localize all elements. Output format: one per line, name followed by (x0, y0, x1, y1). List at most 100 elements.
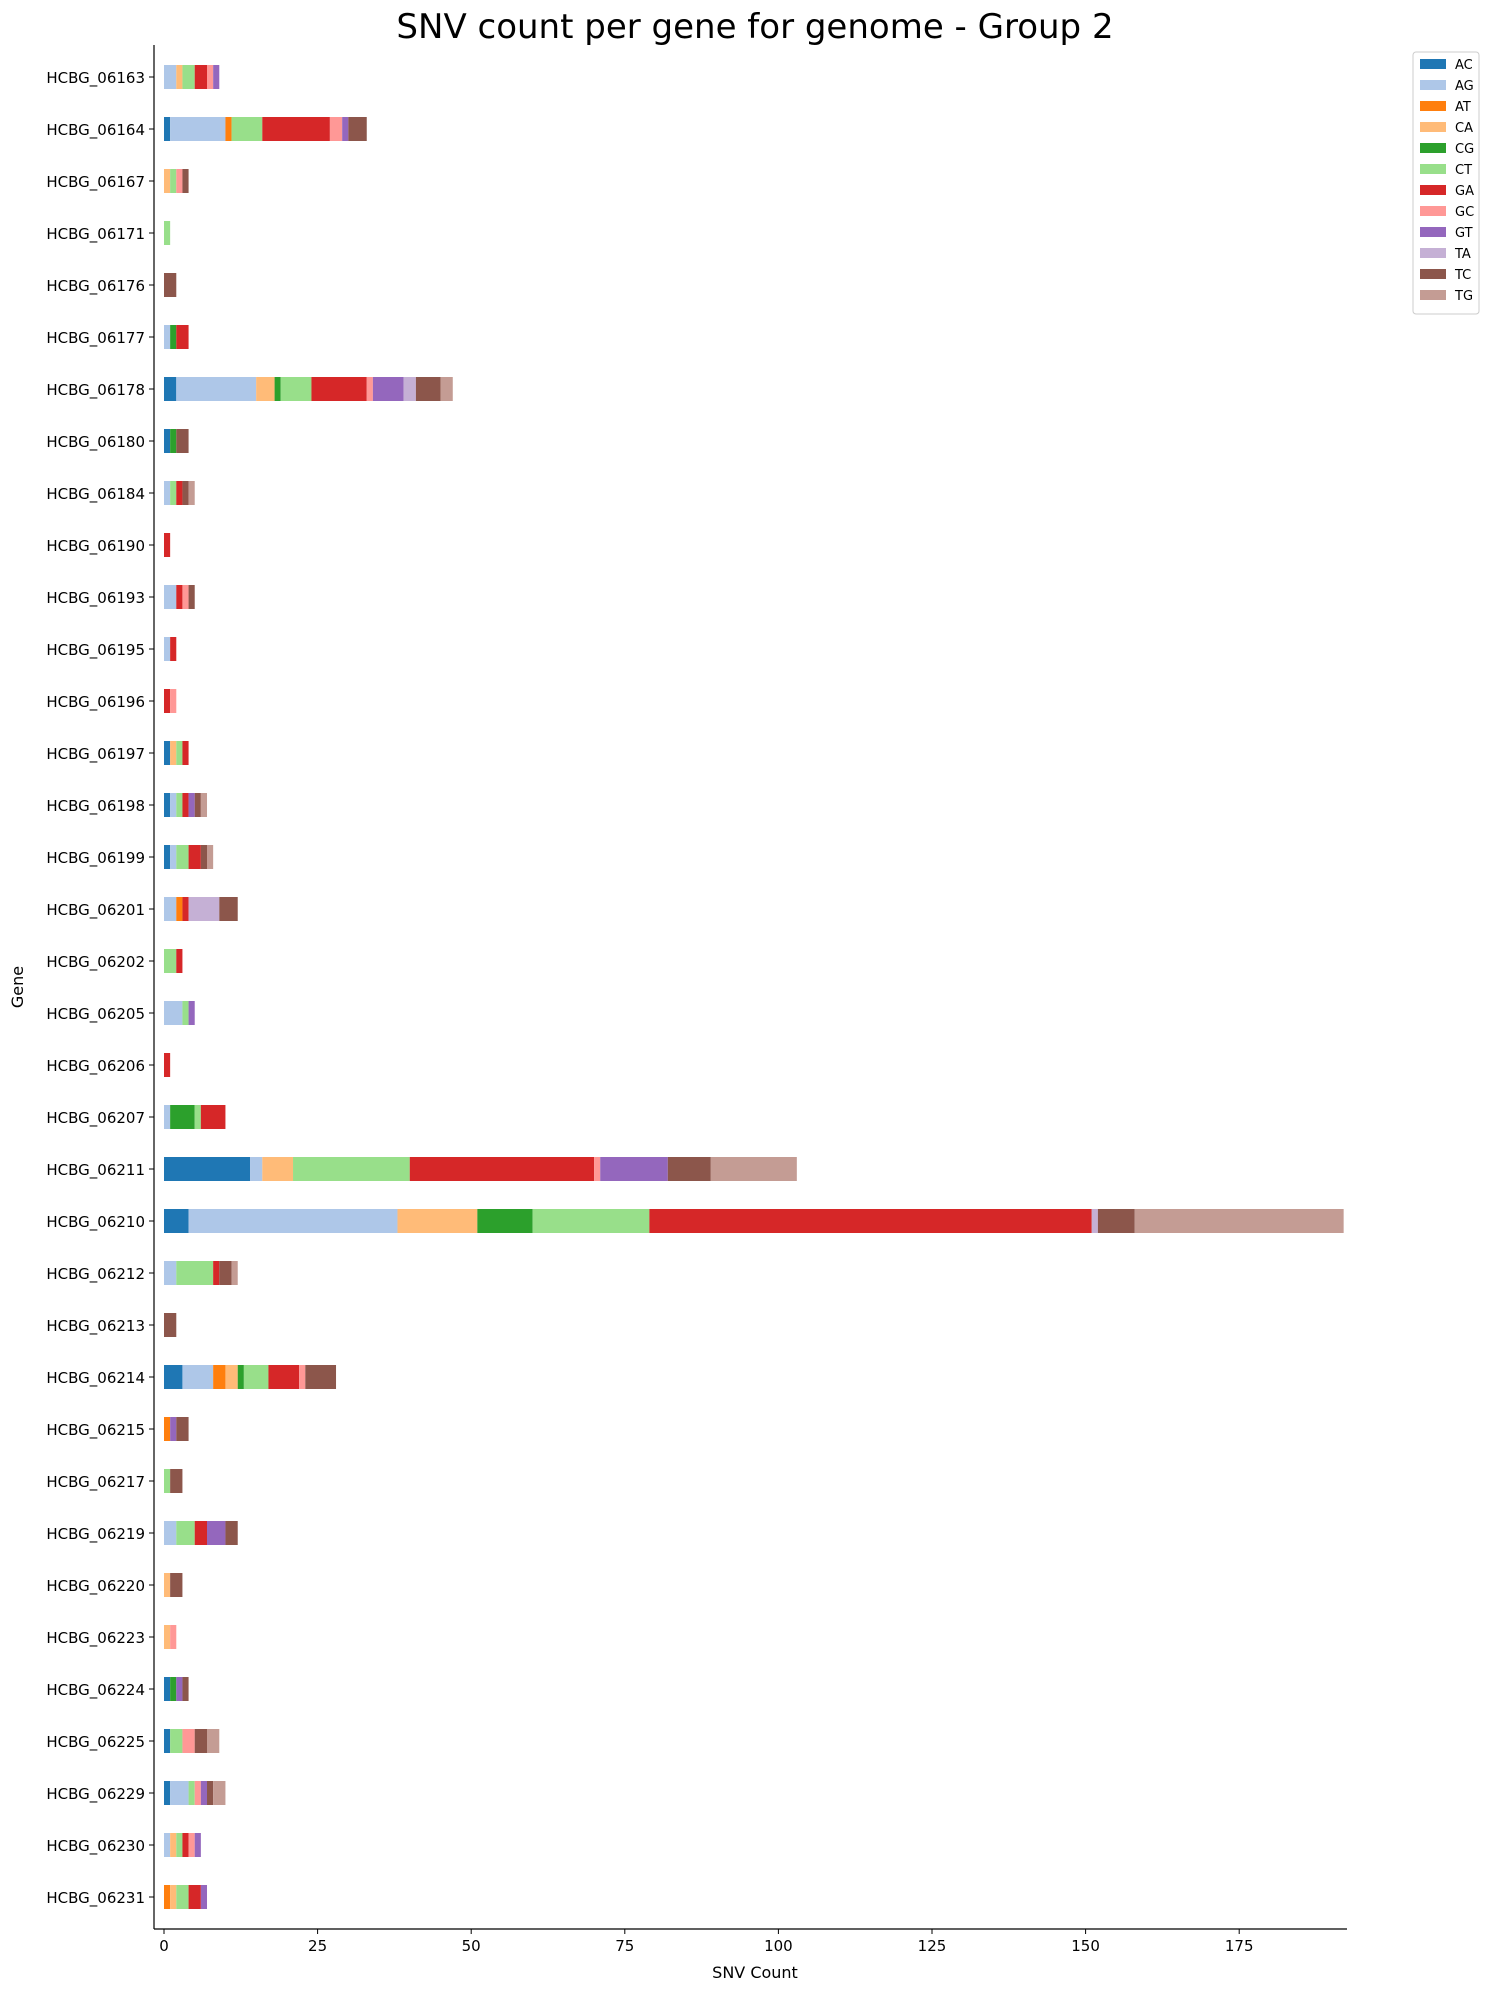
bar-segment-tc (176, 1417, 189, 1441)
bar-stack (164, 429, 189, 453)
bar-stack (164, 1729, 220, 1753)
legend-label-cg: CG (1455, 142, 1474, 157)
bar-segment-gt (170, 1417, 177, 1441)
legend-swatch-tc (1420, 269, 1446, 279)
bar-segment-ga (182, 1833, 189, 1857)
bar-segment-tc (219, 1261, 232, 1285)
y-tick-label: HCBG_06164 (46, 121, 145, 140)
legend-swatch-ag (1420, 80, 1446, 90)
bar-segment-gt (188, 1001, 195, 1025)
y-tick-label: HCBG_06212 (46, 1265, 145, 1284)
bar-segment-gt (372, 377, 404, 401)
y-tick-label: HCBG_06213 (46, 1317, 145, 1336)
bar-segment-ac (164, 793, 171, 817)
y-tick-label: HCBG_06207 (46, 1109, 145, 1128)
bar-segment-ac (164, 1365, 183, 1389)
legend-label-ta: TA (1454, 247, 1471, 262)
legend: AC AG AT CA CG CT GA GC GT TA TC TG (1412, 51, 1480, 315)
bar-segment-ca (225, 1365, 238, 1389)
bar-segment-ga (164, 689, 171, 713)
legend-label-tc: TC (1454, 268, 1471, 283)
bar-segment-gt (176, 1677, 183, 1701)
bar-segment-ga (409, 1157, 595, 1181)
bar-segment-ct (231, 117, 263, 141)
bar-segment-gt (200, 1781, 208, 1805)
bar-segment-tc (667, 1157, 711, 1181)
bar-segment-gt (342, 117, 349, 141)
bar-segment-ta (188, 897, 220, 921)
bar-segment-ga (176, 949, 183, 973)
bar-stack (164, 481, 195, 505)
bar-segment-ca (164, 1573, 171, 1597)
bar-stack (164, 117, 367, 141)
bar-stack (164, 637, 177, 661)
bar-segment-at (164, 1885, 171, 1909)
y-tick-label: HCBG_06184 (46, 485, 145, 504)
bar-segment-gt (200, 1885, 208, 1909)
bar-segment-tc (348, 117, 367, 141)
bar-segment-tc (170, 1573, 183, 1597)
bar-segment-tc (194, 793, 201, 817)
y-tick-label: HCBG_06190 (46, 537, 145, 556)
bar-segment-ct (280, 377, 312, 401)
bar-segment-ct (170, 1729, 183, 1753)
bar-segment-ac (164, 429, 171, 453)
bar-segment-tc (164, 273, 177, 297)
bar-segment-ta (403, 377, 416, 401)
bar-segment-ct (194, 1105, 201, 1129)
bar-segment-ct (243, 1365, 269, 1389)
bar-segment-ca (256, 377, 275, 401)
bar-segment-gc (182, 1729, 195, 1753)
bar-segment-ag (164, 1521, 177, 1545)
bar-segment-gc (188, 1833, 195, 1857)
bar-segment-ag (164, 325, 171, 349)
bar-segment-ca (170, 1833, 177, 1857)
y-tick-label: HCBG_06176 (46, 277, 145, 296)
bar-stack (164, 689, 177, 713)
x-tick-label: 50 (462, 1937, 481, 1955)
bar-segment-ga (176, 585, 183, 609)
bar-stack (164, 377, 453, 401)
bar-segment-ac (164, 1677, 171, 1701)
bar-segment-ga (213, 1261, 220, 1285)
bar-segment-gc (170, 689, 177, 713)
bar-segment-gt (188, 793, 195, 817)
y-tick-label: HCBG_06214 (46, 1369, 145, 1388)
y-tick-label: HCBG_06206 (46, 1057, 145, 1076)
bar-segment-ag (170, 1781, 189, 1805)
bar-segment-gc (594, 1157, 601, 1181)
legend-label-ca: CA (1455, 121, 1473, 136)
bar-segment-ca (176, 65, 183, 89)
bar-segment-tc (182, 1677, 189, 1701)
bar-segment-cg (477, 1209, 533, 1233)
y-tick-label: HCBG_06196 (46, 693, 145, 712)
bar-segment-tg (440, 377, 453, 401)
y-tick-label: HCBG_06193 (46, 589, 145, 608)
bar-segment-ag (164, 897, 177, 921)
bar-segment-tc (207, 1781, 214, 1805)
bar-segment-ag (170, 845, 177, 869)
bar-segment-ca (262, 1157, 294, 1181)
bar-segment-cg (170, 325, 177, 349)
bar-stack (164, 1469, 183, 1493)
legend-label-tg: TG (1454, 289, 1473, 304)
y-tick-label: HCBG_06201 (46, 901, 145, 920)
bar-segment-at (213, 1365, 226, 1389)
bar-segment-ag (170, 793, 177, 817)
bar-segment-ca (170, 1885, 177, 1909)
bar-stack (164, 1261, 238, 1285)
bar-segment-tg (231, 1261, 238, 1285)
bar-stack (164, 1885, 208, 1909)
legend-label-ac: AC (1455, 58, 1473, 73)
bar-segment-ga (164, 533, 171, 557)
y-tick-label: HCBG_06223 (46, 1629, 145, 1648)
bar-segment-gt (600, 1157, 668, 1181)
bar-segment-ag (182, 1365, 214, 1389)
bar-segment-gc (329, 117, 343, 141)
bar-segment-ac (164, 1781, 171, 1805)
bar-segment-gc (299, 1365, 306, 1389)
legend-swatch-at (1420, 101, 1446, 111)
x-tick-label: 175 (1225, 1937, 1254, 1955)
bar-segment-ct (176, 1833, 183, 1857)
bar-stack (164, 1573, 183, 1597)
